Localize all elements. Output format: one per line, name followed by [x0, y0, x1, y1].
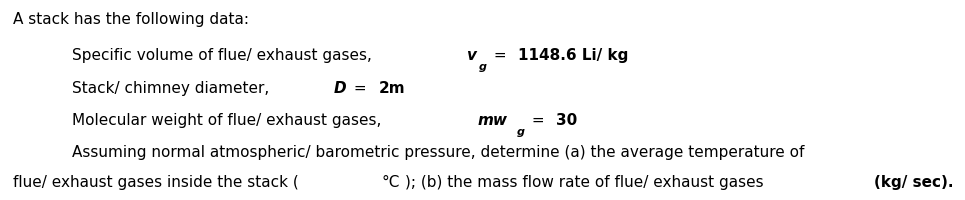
Text: =: =: [489, 48, 511, 63]
Text: =: =: [527, 113, 549, 128]
Text: D: D: [333, 81, 345, 96]
Text: (kg/ sec).: (kg/ sec).: [874, 175, 953, 190]
Text: =: =: [349, 81, 372, 96]
Text: Molecular weight of flue/ exhaust gases,: Molecular weight of flue/ exhaust gases,: [72, 113, 387, 128]
Text: Specific volume of flue/ exhaust gases,: Specific volume of flue/ exhaust gases,: [72, 48, 377, 63]
Text: A stack has the following data:: A stack has the following data:: [13, 12, 249, 27]
Text: v: v: [465, 48, 476, 63]
Text: flue/ exhaust gases inside the stack (: flue/ exhaust gases inside the stack (: [13, 175, 298, 190]
Text: ); (b) the mass flow rate of flue/ exhaust gases: ); (b) the mass flow rate of flue/ exhau…: [405, 175, 768, 190]
Text: °C: °C: [381, 175, 400, 190]
Text: 30: 30: [556, 113, 577, 128]
Text: g: g: [479, 62, 486, 72]
Text: Stack/ chimney diameter,: Stack/ chimney diameter,: [72, 81, 274, 96]
Text: Assuming normal atmospheric/ barometric pressure, determine (a) the average temp: Assuming normal atmospheric/ barometric …: [72, 145, 805, 160]
Text: 2m: 2m: [378, 81, 405, 96]
Text: g: g: [516, 127, 525, 137]
Text: mw: mw: [478, 113, 508, 128]
Text: 1148.6 Li/ kg: 1148.6 Li/ kg: [518, 48, 628, 63]
